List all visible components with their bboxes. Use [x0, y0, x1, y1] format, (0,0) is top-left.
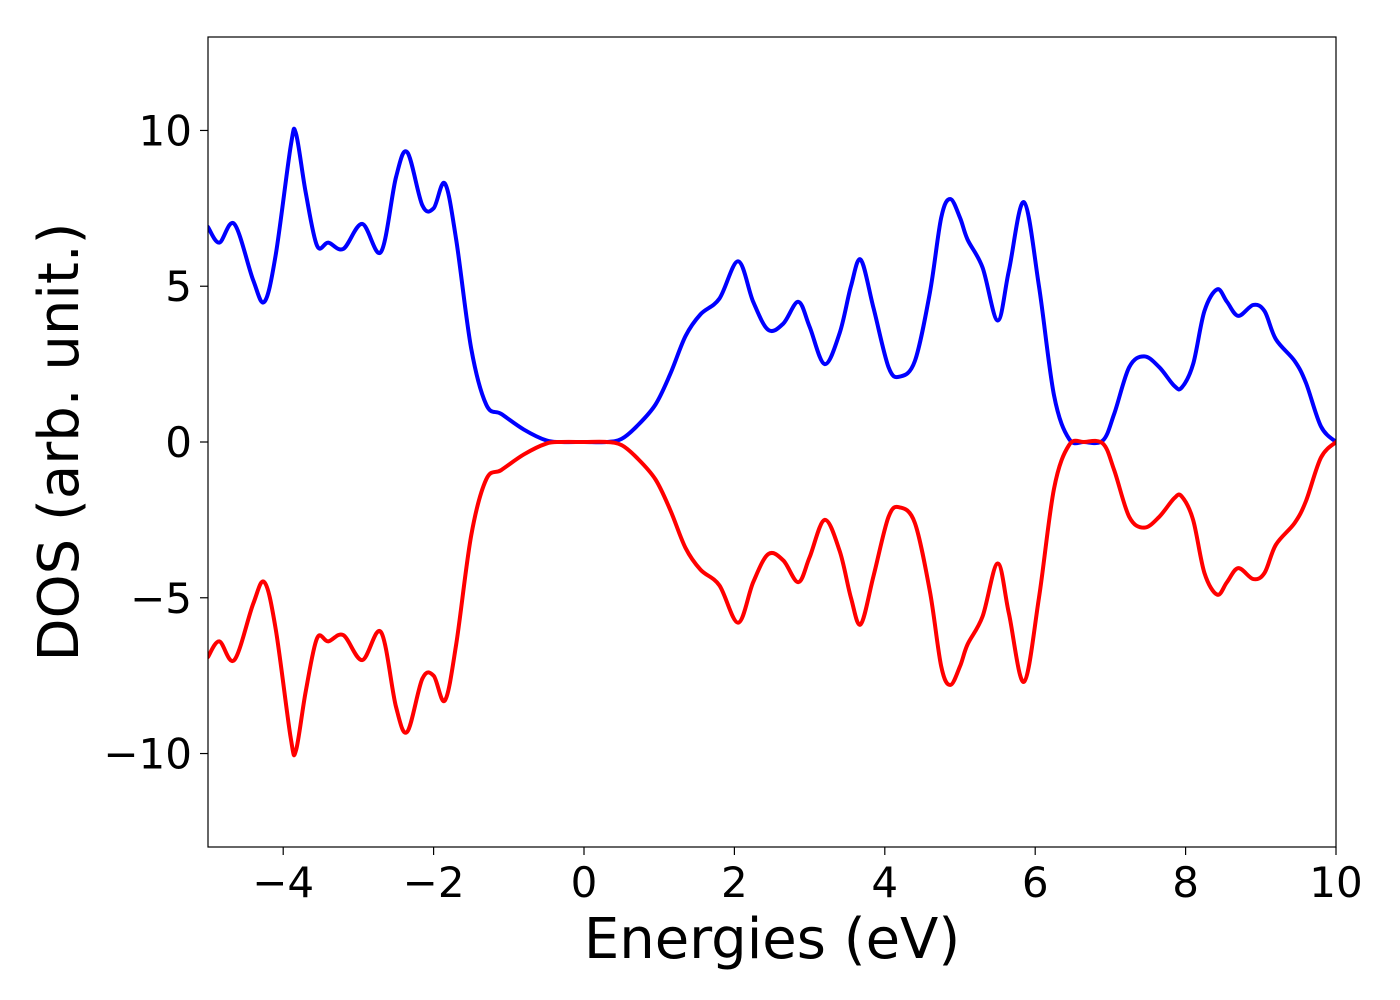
- y-axis-label: DOS (arb. unit.): [27, 222, 92, 661]
- series-layer: [208, 126, 1336, 758]
- x-tick-label: 10: [1309, 858, 1362, 907]
- x-tick-label: 2: [721, 858, 748, 907]
- x-tick-label: 0: [571, 858, 598, 907]
- y-tick-label: 10: [139, 106, 192, 155]
- x-tick-label: 4: [871, 858, 898, 907]
- y-tick-label: 5: [165, 262, 192, 311]
- series-line-2: [208, 438, 1336, 758]
- series-line-1: [208, 126, 1336, 446]
- x-tick-label: 6: [1022, 858, 1049, 907]
- y-tick-label: −5: [130, 574, 192, 623]
- x-axis: −4 −2 0 2 4 6 8 10: [252, 847, 1363, 907]
- x-axis-label: Energies (eV): [584, 907, 960, 972]
- y-tick-label: 0: [165, 418, 192, 467]
- x-tick-label: −4: [252, 858, 314, 907]
- plot-frame: [207, 36, 1337, 848]
- x-tick-label: 8: [1172, 858, 1199, 907]
- y-axis: −10 −5 0 5 10: [103, 106, 208, 779]
- y-tick-label: −10: [103, 730, 192, 779]
- x-tick-label: −2: [403, 858, 465, 907]
